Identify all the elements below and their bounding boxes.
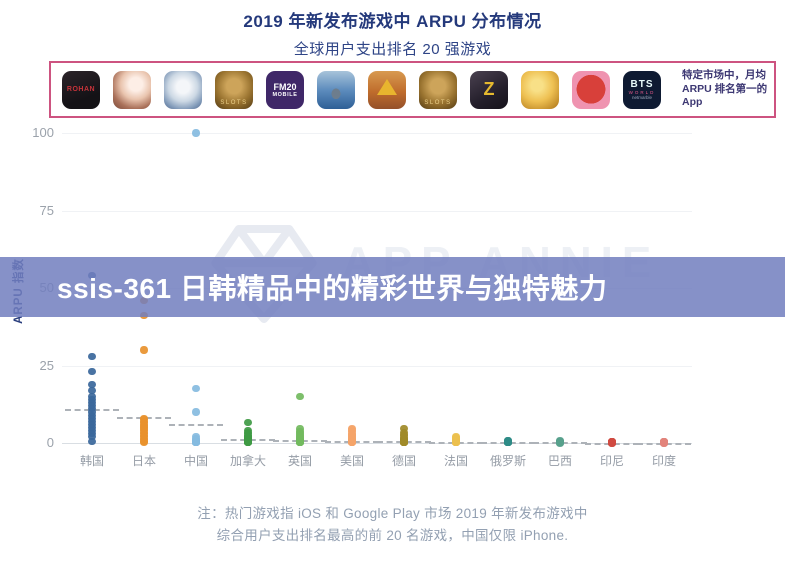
x-axis-label: 英国 <box>287 454 312 468</box>
app-icon-bts-world: BTS WORLD netmarble <box>623 70 661 109</box>
x-axis-label: 巴西 <box>547 454 572 468</box>
data-point <box>192 129 200 137</box>
strip-annotation: 特定市场中，月均 ARPU 排名第一的 App <box>682 68 768 109</box>
y-tick-label: 0 <box>46 435 54 450</box>
data-point <box>88 352 96 360</box>
x-axis-label: 俄罗斯 <box>489 454 526 468</box>
app-icon-label: FM20 MOBILE <box>266 71 304 109</box>
data-point <box>296 392 304 401</box>
x-axis-label: 法国 <box>443 454 468 468</box>
data-point <box>608 439 616 447</box>
data-point <box>88 368 96 376</box>
app-icon-label-line: FM20 <box>273 81 297 92</box>
app-icon-label-line: WORLD <box>628 90 656 95</box>
data-point <box>504 439 512 447</box>
app-icon-label: BTS WORLD netmarble <box>623 71 661 109</box>
gridline-0 <box>62 443 692 444</box>
data-point <box>88 433 96 441</box>
app-icon-zombie-z: Z <box>470 70 508 109</box>
app-icon-red-monster <box>572 70 610 109</box>
data-point <box>556 439 564 447</box>
median-dashed-line <box>169 424 223 427</box>
app-icon-label-line: SLOTS <box>220 99 248 106</box>
app-icon-golden-pet <box>521 70 559 109</box>
data-point <box>88 386 96 394</box>
app-icon-label-line: netmarble <box>631 95 652 100</box>
gridline-100 <box>62 133 692 134</box>
page-title: 2019 年新发布游戏中 ARPU 分布情况 <box>243 12 542 31</box>
x-axis-label: 韩国 <box>79 454 104 468</box>
data-point <box>660 439 668 447</box>
app-icon-label-line: SLOTS <box>424 99 452 106</box>
data-point <box>244 419 252 427</box>
data-point <box>296 439 304 447</box>
data-point <box>400 425 408 433</box>
app-icon-label-line: Z <box>483 79 495 99</box>
app-icon-label-line: MOBILE <box>272 91 298 98</box>
data-point <box>192 439 200 447</box>
x-axis-label: 中国 <box>183 454 208 468</box>
gridline-25 <box>62 365 692 367</box>
data-point <box>192 385 200 393</box>
data-point <box>192 408 200 416</box>
app-icon-label: Z <box>470 71 508 109</box>
app-icon-golden-slots: SLOTS <box>215 70 253 109</box>
data-point <box>400 439 408 447</box>
app-icon-label-line: ROHAN <box>66 86 96 93</box>
data-point <box>348 439 356 447</box>
footnote-line-1: 注：热门游戏指 iOS 和 Google Play 市场 2019 年新发布游戏… <box>197 506 588 521</box>
overlay-banner-text: ssis-361 日韩精品中的精彩世界与独特魅力 <box>57 273 608 304</box>
data-point <box>140 438 148 446</box>
x-axis-label: 德国 <box>391 454 416 468</box>
data-point <box>244 439 252 447</box>
y-tick-label: 75 <box>39 202 54 218</box>
app-icon-golden-slots-2: SLOTS <box>419 70 457 109</box>
app-icon-anime-girl <box>113 70 151 109</box>
y-tick-label: 100 <box>32 125 54 140</box>
gridline-75 <box>62 210 692 212</box>
app-icon-label: SLOTS <box>419 71 457 109</box>
x-axis-label: 加拿大 <box>229 454 266 468</box>
x-axis-label: 印尼 <box>599 454 624 468</box>
page-subtitle: 全球用户支出排名 20 强游戏 <box>293 41 492 58</box>
footnote-line-2: 综合用户支出排名最高的前 20 名游戏，中国仅限 iPhone. <box>216 528 569 543</box>
data-point <box>140 346 148 354</box>
app-icon-white-tiger <box>164 70 202 109</box>
app-icon-rohan: ROHAN <box>62 70 100 109</box>
data-point <box>88 380 96 388</box>
y-tick-label: 25 <box>39 357 54 373</box>
x-axis-label: 日本 <box>131 454 156 468</box>
x-axis-label: 美国 <box>339 454 364 468</box>
overlay-banner: ssis-361 日韩精品中的精彩世界与独特魅力 <box>0 257 785 317</box>
app-icon-battleship <box>317 70 355 109</box>
app-icon-label: SLOTS <box>215 71 253 109</box>
app-icon-label-line: BTS <box>630 79 654 90</box>
data-point <box>88 437 96 446</box>
top-apps-strip: ROHAN SLOTS FM20 MOBILE SLOTS Z BTS WORLD netmar… <box>49 61 776 118</box>
app-icon-hazard-builder <box>368 70 406 109</box>
footnote: 注：热门游戏指 iOS 和 Google Play 市场 2019 年新发布游戏… <box>0 503 785 547</box>
chart-header: 2019 年新发布游戏中 ARPU 分布情况 全球用户支出排名 20 强游戏 <box>0 7 785 59</box>
app-icon-fm20-mobile: FM20 MOBILE <box>266 70 304 109</box>
app-icon-label: ROHAN <box>62 71 100 109</box>
x-axis-label: 印度 <box>651 454 676 468</box>
data-point <box>452 439 460 447</box>
